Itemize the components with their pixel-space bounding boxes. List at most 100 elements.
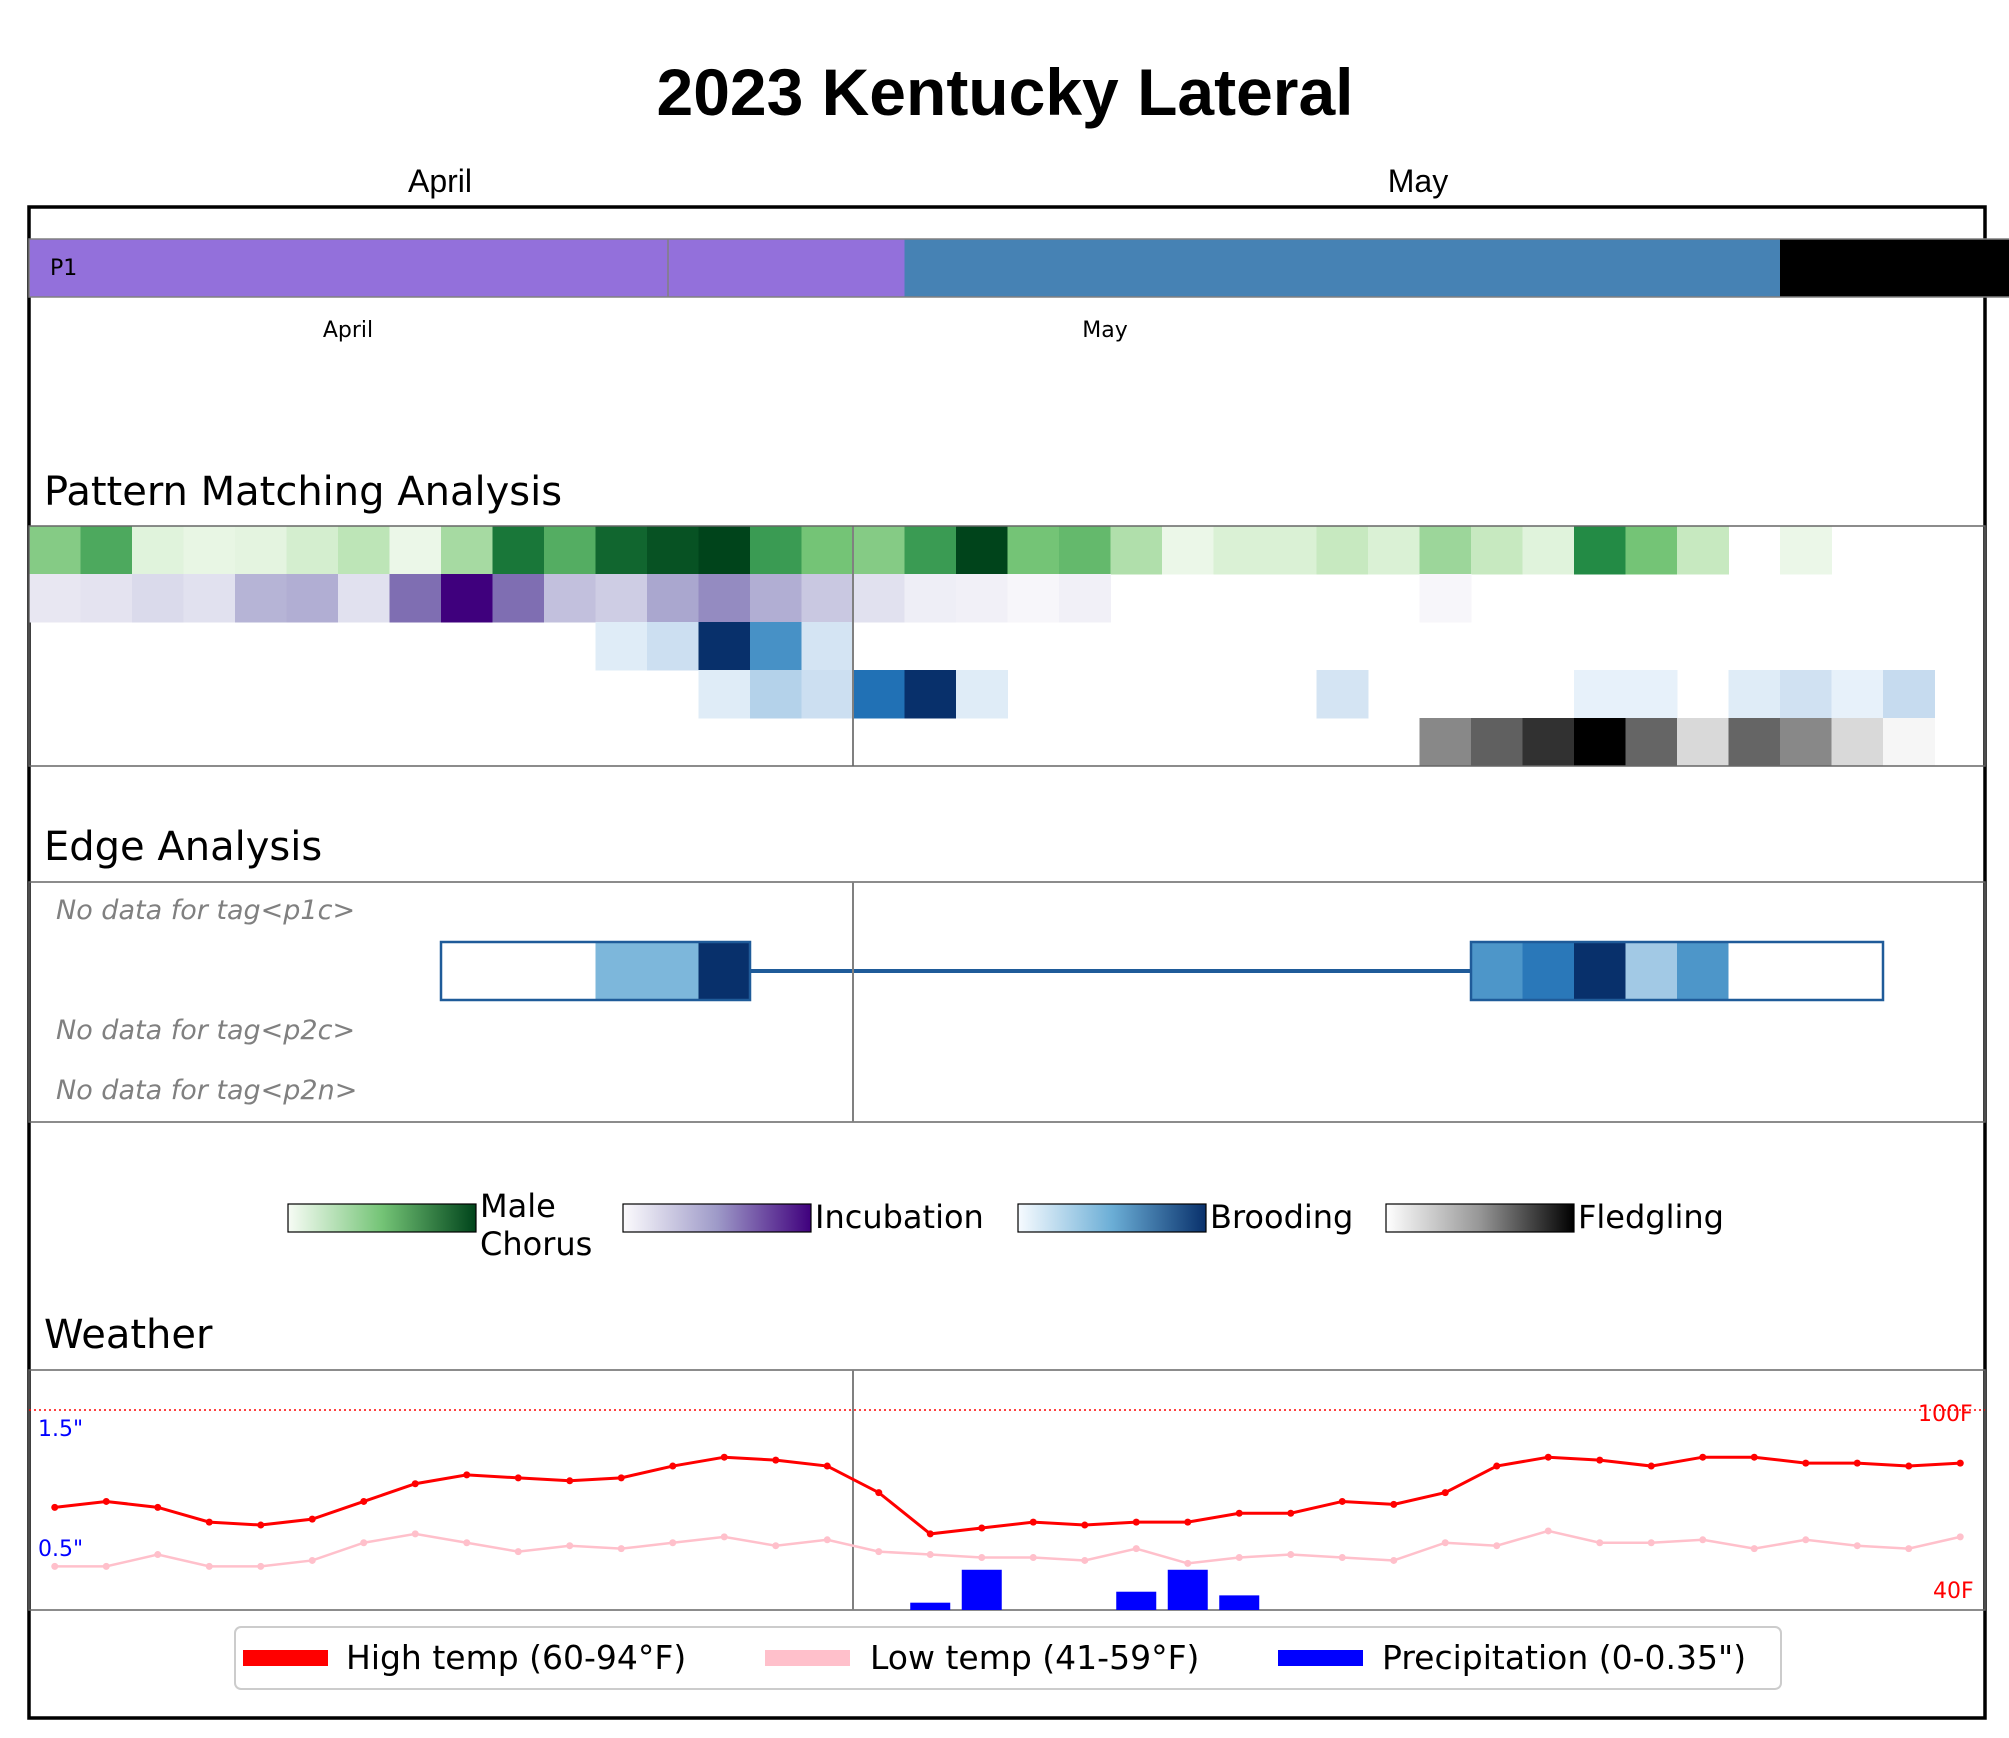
weather-plot xyxy=(29,1370,1985,1610)
low-temp-point xyxy=(308,1556,316,1564)
high-temp-point xyxy=(308,1515,316,1523)
high-temp-point xyxy=(1596,1456,1604,1464)
high-temp-point xyxy=(463,1471,471,1479)
pattern-cell xyxy=(1625,718,1678,767)
high-temp-point xyxy=(205,1518,213,1526)
pattern-cell xyxy=(595,526,648,575)
pattern-cell xyxy=(1780,718,1832,767)
pattern-cell xyxy=(904,670,957,719)
high-temp-point xyxy=(772,1456,780,1464)
ref-label-0-5-in: 0.5" xyxy=(38,1537,83,1562)
pattern-cell xyxy=(492,526,545,575)
low-temp-point xyxy=(1081,1556,1089,1564)
pattern-cell xyxy=(1419,718,1472,767)
pattern-cell xyxy=(904,526,957,575)
pattern-cell xyxy=(1625,526,1678,575)
ref-label-40f: 40F xyxy=(1933,1579,1974,1604)
low-temp-point xyxy=(823,1536,831,1544)
low-temp-point xyxy=(1699,1536,1707,1544)
low-temp-point xyxy=(1544,1527,1552,1535)
pattern-cell xyxy=(801,574,854,623)
timeline-segment-0 xyxy=(29,239,905,297)
pattern-cell xyxy=(544,574,596,623)
low-temp-point xyxy=(1493,1542,1501,1550)
pattern-cell xyxy=(1471,718,1523,767)
pattern-cell xyxy=(853,574,905,623)
high-temp-point xyxy=(1699,1453,1707,1461)
low-temp-point xyxy=(617,1545,625,1553)
pattern-cell xyxy=(286,526,339,575)
precip-bar xyxy=(1167,1569,1208,1610)
low-temp-point xyxy=(1802,1536,1810,1544)
high-temp-point xyxy=(411,1480,419,1488)
colorbar-incubation: Incubation xyxy=(622,1198,984,1236)
pattern-cell xyxy=(647,622,699,671)
pattern-cell xyxy=(1007,574,1060,623)
high-temp-point xyxy=(1905,1462,1913,1470)
pattern-cell xyxy=(235,526,287,575)
timeline-segment-1 xyxy=(904,239,1780,297)
pattern-panel-frame xyxy=(28,525,1986,767)
low-temp-point xyxy=(926,1551,934,1559)
edge-box-2 xyxy=(1469,940,1885,1002)
high-temp-point xyxy=(720,1453,728,1461)
pattern-cell xyxy=(1316,526,1369,575)
pattern-cell xyxy=(1316,670,1369,719)
low-temp-point xyxy=(411,1530,419,1538)
low-temp-point xyxy=(566,1542,574,1550)
pattern-cell xyxy=(1419,526,1472,575)
pattern-cell xyxy=(492,574,545,623)
edge-cell xyxy=(1625,942,1678,1000)
pattern-cell xyxy=(1883,670,1935,719)
high-temp-point xyxy=(102,1497,110,1505)
high-temp-point xyxy=(823,1462,831,1470)
pattern-cell xyxy=(1831,670,1884,719)
pattern-cell xyxy=(1677,718,1729,767)
low-temp-point xyxy=(978,1554,986,1561)
timeline-month-april: April xyxy=(323,318,373,343)
high-temp-point xyxy=(1956,1459,1964,1467)
high-temp-point xyxy=(1390,1500,1398,1508)
low-temp-point xyxy=(463,1539,471,1547)
high-temp-point xyxy=(1287,1509,1295,1517)
ref-label-1-5-in: 1.5" xyxy=(38,1417,83,1442)
high-temp-point xyxy=(1493,1462,1501,1470)
pattern-cell xyxy=(441,574,493,623)
pattern-cell xyxy=(595,574,648,623)
edge-cell xyxy=(1522,942,1575,1000)
pattern-cell xyxy=(853,670,905,719)
pattern-cell xyxy=(647,574,699,623)
pattern-cell xyxy=(647,526,699,575)
weather-panel-frame xyxy=(28,1369,1986,1611)
pattern-cell xyxy=(1780,526,1832,575)
low-temp-point xyxy=(669,1539,677,1547)
low-temp-point xyxy=(1338,1554,1346,1561)
high-temp-point xyxy=(257,1521,265,1529)
pattern-cell xyxy=(956,670,1008,719)
edge-cell xyxy=(1677,942,1729,1000)
weather-legend: High temp (60-94°F) Low temp (41-59°F) P… xyxy=(234,1626,1782,1690)
pattern-cell xyxy=(389,574,442,623)
edge-cell xyxy=(1471,942,1523,1000)
low-temp-point xyxy=(154,1551,162,1559)
ref-label-100f: 100F xyxy=(1918,1402,1973,1427)
low-temp-point xyxy=(1750,1545,1758,1553)
pattern-cell xyxy=(1625,670,1678,719)
low-temp-point xyxy=(1132,1545,1140,1553)
pattern-cell xyxy=(1728,718,1781,767)
low-temp-point xyxy=(1647,1539,1655,1547)
pattern-cell xyxy=(389,526,442,575)
high-temp-point xyxy=(1441,1489,1449,1497)
legend-label-precip: Precipitation (0-0.35") xyxy=(1382,1638,1746,1677)
edge-heatmap xyxy=(439,882,1885,1122)
legend-swatch-high xyxy=(243,1650,328,1666)
low-temp-point xyxy=(1029,1554,1037,1561)
high-temp-point xyxy=(926,1530,934,1538)
colorbar-label-male: Male xyxy=(480,1187,556,1225)
colorbar-fledgling: Fledgling xyxy=(1385,1198,1724,1236)
pattern-cell xyxy=(1007,526,1060,575)
edge-cell xyxy=(1831,942,1884,1000)
low-temp-point xyxy=(257,1562,265,1570)
month-label-may-top: May xyxy=(1388,163,1448,199)
edge-cell xyxy=(698,942,751,1000)
